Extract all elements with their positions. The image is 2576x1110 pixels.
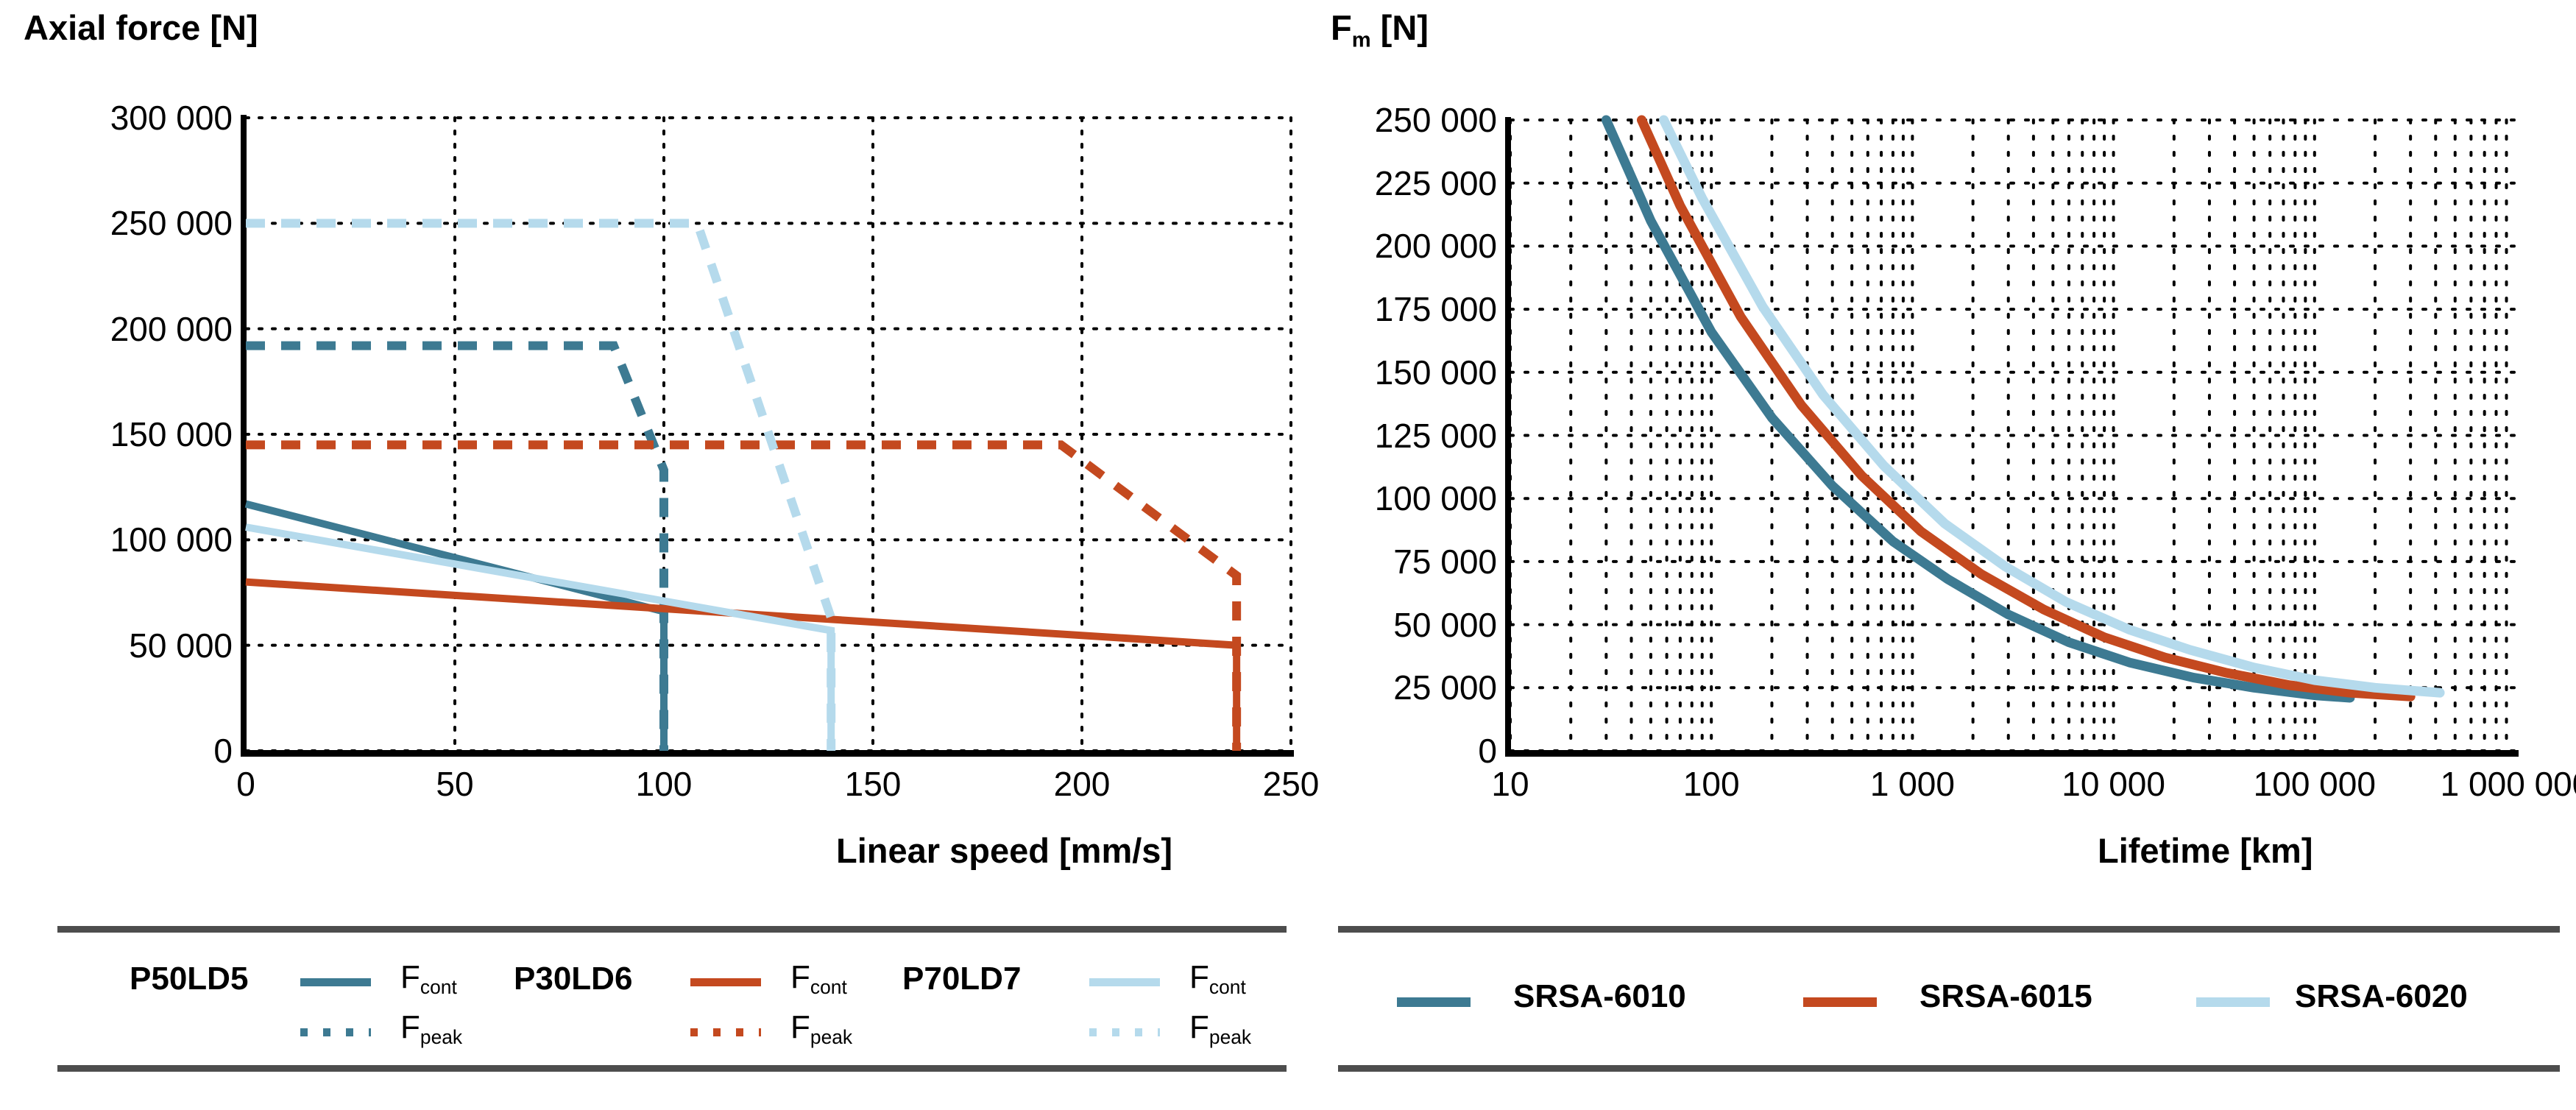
right-x-tick: 10 000 <box>2062 765 2165 803</box>
left-chart-svg <box>244 116 1292 752</box>
left-y-tick: 50 000 <box>129 626 233 665</box>
right-x-axis-title: Lifetime [km] <box>2098 831 2313 870</box>
right-y-axis-title: Fm [N] <box>1331 7 1429 52</box>
left-x-tick: 50 <box>436 765 474 803</box>
f-sub: peak <box>1209 1025 1252 1048</box>
right-y-tick: 25 000 <box>1393 668 1497 707</box>
right-y-tick: 250 000 <box>1374 101 1497 139</box>
legend-label-p70ld7-cont: Fcont <box>1189 959 1246 999</box>
f-glyph: F <box>400 1009 420 1045</box>
left-x-tick: 200 <box>1053 765 1111 803</box>
left-y-tick: 250 000 <box>110 204 233 243</box>
left-y-tick: 300 000 <box>110 99 233 137</box>
left-legend-bottom-rule <box>57 1065 1287 1072</box>
f-glyph: F <box>1189 959 1209 995</box>
f-glyph: F <box>790 959 810 995</box>
fm-glyph: F <box>1331 8 1352 47</box>
left-x-axis-line <box>241 750 1294 757</box>
left-x-axis-title: Linear speed [mm/s] <box>836 831 1173 870</box>
f-sub: cont <box>810 975 847 998</box>
right-plot-area: 0 25 000 50 000 75 000 100 000 125 000 150 000… <box>1375 103 2576 801</box>
legend-swatch-p70ld7-cont <box>1089 978 1160 986</box>
left-x-tick: 0 <box>236 765 255 803</box>
right-x-tick: 100 000 <box>2253 765 2376 803</box>
right-chart-panel: Fm [N] 0 25 000 50 000 75 000 100 000 125 000… <box>1295 0 2576 1110</box>
right-y-tick: 100 000 <box>1374 479 1497 518</box>
left-plot-area: 0 50 000 100 000 150 000 200 000 250 000 300 0… <box>110 101 1320 801</box>
legend-item-srsa-6010-label: SRSA-6010 <box>1513 978 1686 1014</box>
right-y-tick: 75 000 <box>1393 542 1497 581</box>
f-sub: cont <box>1209 975 1246 998</box>
right-legend-body: SRSA-6010 SRSA-6015 SRSA-6020 <box>1338 933 2560 1065</box>
right-y-tick: 50 000 <box>1393 605 1497 644</box>
fm-sub: m <box>1351 28 1371 52</box>
right-x-tick: 1 000 <box>1869 765 1955 803</box>
legend-item-p70ld7-label: P70LD7 <box>902 961 1022 997</box>
left-legend-top-rule <box>57 926 1287 933</box>
left-y-axis-line <box>241 115 247 754</box>
left-x-tick: 150 <box>844 765 902 803</box>
right-y-tick: 200 000 <box>1374 227 1497 266</box>
legend-swatch-p50ld5-cont <box>300 978 371 986</box>
legend-label-p30ld6-cont: Fcont <box>790 959 847 999</box>
left-x-tick: 250 <box>1262 765 1320 803</box>
right-y-tick: 125 000 <box>1374 416 1497 455</box>
right-y-tick: 150 000 <box>1374 353 1497 392</box>
right-y-tick: 0 <box>1478 732 1497 770</box>
left-y-tick: 100 000 <box>110 520 233 559</box>
legend-swatch-srsa-6010 <box>1397 997 1471 1007</box>
left-legend: P50LD5 Fcont Fpeak P30LD6 Fcont Fpeak P7… <box>57 926 1287 1072</box>
right-chart-svg <box>1509 115 2517 752</box>
right-y-tick: 225 000 <box>1374 163 1497 202</box>
right-x-axis-line <box>1505 750 2519 757</box>
right-legend-bottom-rule <box>1338 1065 2560 1072</box>
legend-item-p30ld6-label: P30LD6 <box>514 961 633 997</box>
legend-label-p50ld5-cont: Fcont <box>400 959 457 999</box>
f-glyph: F <box>1189 1009 1209 1045</box>
right-plot-frame <box>1505 117 2519 757</box>
left-y-tick: 0 <box>213 732 233 770</box>
left-plot-frame <box>241 115 1294 757</box>
right-legend: SRSA-6010 SRSA-6015 SRSA-6020 <box>1338 926 2560 1072</box>
fm-unit: [N] <box>1370 8 1429 47</box>
right-legend-top-rule <box>1338 926 2560 933</box>
legend-swatch-srsa-6020 <box>2196 997 2270 1007</box>
f-sub: peak <box>810 1025 853 1048</box>
legend-swatch-srsa-6015 <box>1803 997 1877 1007</box>
legend-swatch-p30ld6-cont <box>690 978 761 986</box>
left-y-tick: 150 000 <box>110 415 233 453</box>
legend-label-p70ld7-peak: Fpeak <box>1189 1009 1251 1049</box>
f-sub: cont <box>420 975 457 998</box>
left-x-tick: 100 <box>635 765 693 803</box>
legend-item-p50ld5-label: P50LD5 <box>130 961 249 997</box>
legend-swatch-p30ld6-peak <box>690 1028 761 1036</box>
legend-swatch-p70ld7-peak <box>1089 1028 1160 1036</box>
right-y-axis-line <box>1505 117 1511 754</box>
legend-item-srsa-6020-label: SRSA-6020 <box>2295 978 2468 1014</box>
legend-swatch-p50ld5-peak <box>300 1028 371 1036</box>
left-chart-panel: Axial force [N] 0 50 000 100 000 150 000 200… <box>24 8 1320 1072</box>
right-y-tick: 175 000 <box>1374 290 1497 329</box>
f-sub: peak <box>420 1025 463 1048</box>
right-x-tick: 1 000 000 <box>2440 765 2576 803</box>
legend-item-srsa-6015-label: SRSA-6015 <box>1919 978 2092 1014</box>
left-y-axis-title: Axial force [N] <box>24 8 258 47</box>
f-glyph: F <box>400 959 420 995</box>
f-glyph: F <box>790 1009 810 1045</box>
left-y-tick: 200 000 <box>110 309 233 348</box>
right-x-tick: 100 <box>1682 765 1740 803</box>
left-legend-body: P50LD5 Fcont Fpeak P30LD6 Fcont Fpeak P7… <box>57 933 1287 1065</box>
legend-label-p50ld5-peak: Fpeak <box>400 1009 462 1049</box>
right-x-tick: 10 <box>1491 765 1529 803</box>
legend-label-p30ld6-peak: Fpeak <box>790 1009 852 1049</box>
